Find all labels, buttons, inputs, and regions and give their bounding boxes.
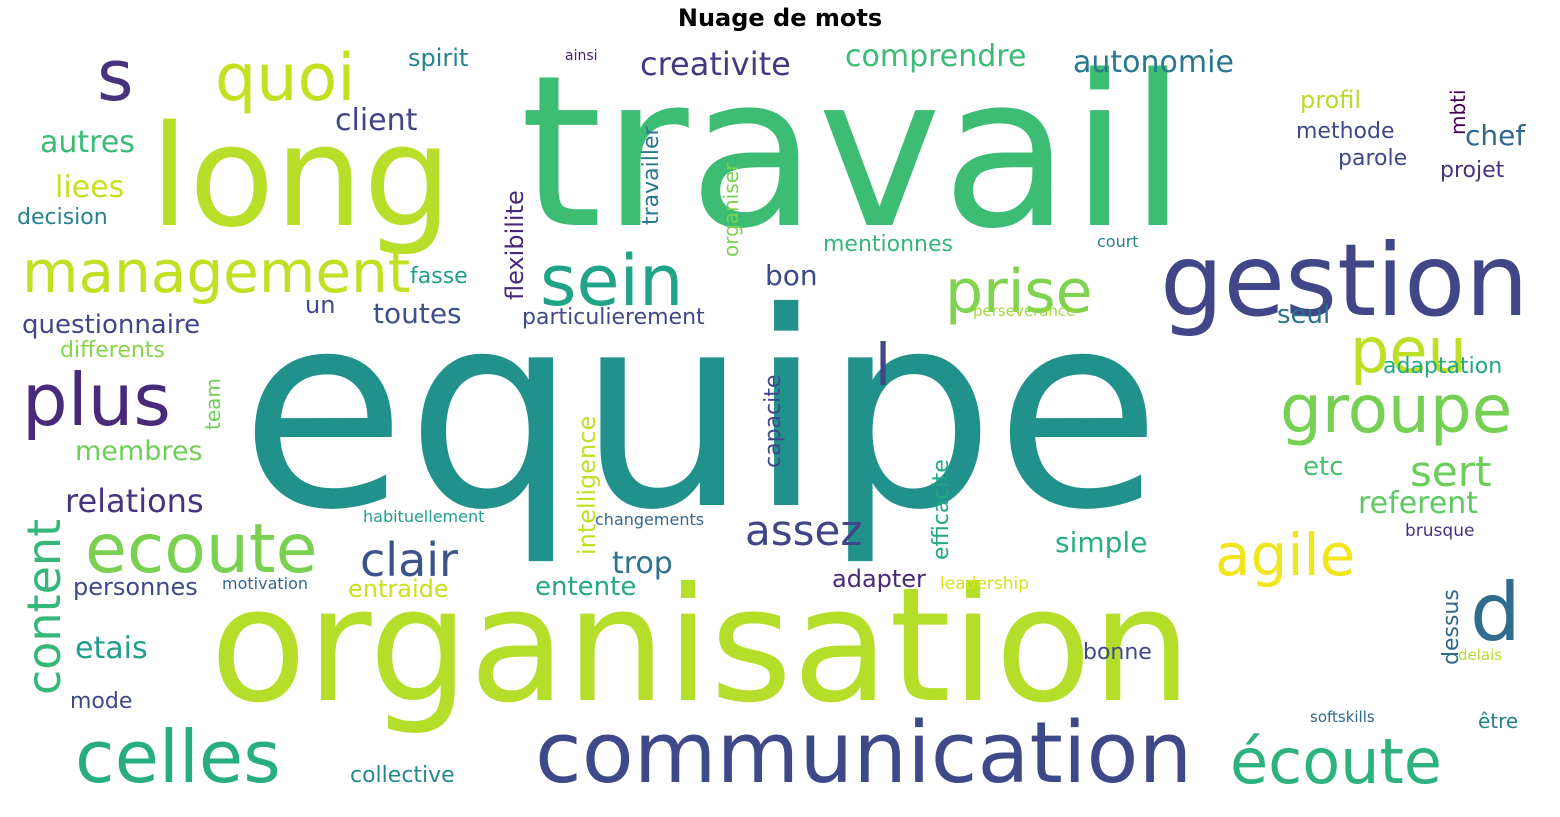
- word-decision: decision: [17, 205, 108, 230]
- word-methode: methode: [1296, 119, 1395, 144]
- word-equipe: equipe: [240, 254, 1161, 569]
- word-l: l: [875, 331, 891, 399]
- word-organiser: organiser: [719, 162, 743, 257]
- word-assez: assez: [745, 506, 862, 555]
- word-organisation: organisation: [210, 554, 1192, 738]
- word-travailler: travailler: [639, 125, 664, 225]
- word-adaptation: adaptation: [1383, 354, 1502, 379]
- word-peu: peu: [1350, 314, 1467, 387]
- word-team: team: [201, 378, 225, 430]
- word-content: content: [17, 519, 71, 695]
- word-efficacite: efficacite: [929, 459, 954, 560]
- word-plus: plus: [22, 358, 171, 442]
- word-delais: delais: [1458, 646, 1502, 664]
- word-spirit: spirit: [408, 44, 468, 72]
- word-s: s: [97, 35, 133, 117]
- word-d: d: [1470, 566, 1521, 659]
- word-capacite: capacite: [761, 375, 786, 468]
- word-trop: trop: [612, 546, 673, 581]
- word-être: être: [1478, 709, 1518, 733]
- word-liees: liees: [55, 170, 124, 205]
- word-fasse: fasse: [410, 264, 468, 289]
- word-changements: changements: [595, 510, 704, 529]
- word-sert: sert: [1410, 447, 1491, 496]
- word-motivation: motivation: [222, 574, 308, 593]
- word-simple: simple: [1055, 526, 1147, 559]
- word-seul: seul: [1277, 300, 1330, 330]
- word-travail: travail: [520, 30, 1187, 275]
- word-perseverance: perseverance: [973, 302, 1075, 320]
- word-referent: referent: [1358, 486, 1478, 521]
- chart-title: Nuage de mots: [677, 4, 883, 32]
- word-intelligence: intelligence: [573, 416, 601, 555]
- word-differents: differents: [60, 338, 165, 363]
- word-groupe: groupe: [1280, 371, 1512, 448]
- word-quoi: quoi: [215, 41, 355, 116]
- word-parole: parole: [1338, 146, 1407, 171]
- word-comprendre: comprendre: [845, 39, 1026, 74]
- word-softskills: softskills: [1310, 708, 1375, 726]
- word-dessus: dessus: [1439, 589, 1464, 665]
- word-particulierement: particulierement: [522, 305, 705, 330]
- word-adapter: adapter: [832, 565, 926, 593]
- word-management: management: [22, 238, 411, 306]
- word-client: client: [335, 103, 418, 138]
- word-écoute: écoute: [1230, 725, 1442, 798]
- word-entraide: entraide: [348, 575, 449, 603]
- word-projet: projet: [1440, 158, 1505, 183]
- word-entente: entente: [535, 572, 636, 602]
- word-membres: membres: [75, 436, 203, 467]
- word-ecoute: ecoute: [85, 510, 317, 589]
- word-leadership: leadership: [940, 574, 1029, 594]
- word-mode: mode: [70, 689, 132, 714]
- word-personnes: personnes: [73, 573, 198, 601]
- word-agile: agile: [1215, 521, 1355, 589]
- word-etc: etc: [1303, 452, 1344, 482]
- word-etais: etais: [75, 631, 148, 666]
- word-mbti: mbti: [1446, 89, 1470, 135]
- word-brusque: brusque: [1405, 521, 1474, 541]
- word-toutes: toutes: [373, 297, 462, 330]
- word-chef: chef: [1465, 119, 1526, 152]
- word-communication: communication: [535, 704, 1192, 803]
- word-questionnaire: questionnaire: [22, 310, 200, 340]
- word-prise: prise: [945, 257, 1093, 327]
- word-celles: celles: [75, 715, 281, 799]
- word-flexibilite: flexibilite: [501, 190, 529, 300]
- word-relations: relations: [65, 482, 204, 520]
- word-habituellement: habituellement: [363, 507, 484, 526]
- word-court: court: [1097, 232, 1139, 251]
- word-creativite: creativite: [640, 45, 791, 83]
- word-long: long: [150, 96, 452, 259]
- word-bon: bon: [765, 259, 818, 292]
- word-un: un: [305, 291, 335, 319]
- word-sein: sein: [540, 240, 683, 322]
- word-autonomie: autonomie: [1073, 45, 1234, 80]
- word-mentionnes: mentionnes: [823, 232, 953, 257]
- word-bonne: bonne: [1083, 640, 1152, 665]
- word-ainsi: ainsi: [565, 48, 598, 64]
- word-autres: autres: [40, 125, 135, 160]
- word-clair: clair: [360, 533, 458, 587]
- word-gestion: gestion: [1160, 222, 1529, 339]
- word-collective: collective: [350, 763, 455, 788]
- word-profil: profil: [1300, 86, 1361, 114]
